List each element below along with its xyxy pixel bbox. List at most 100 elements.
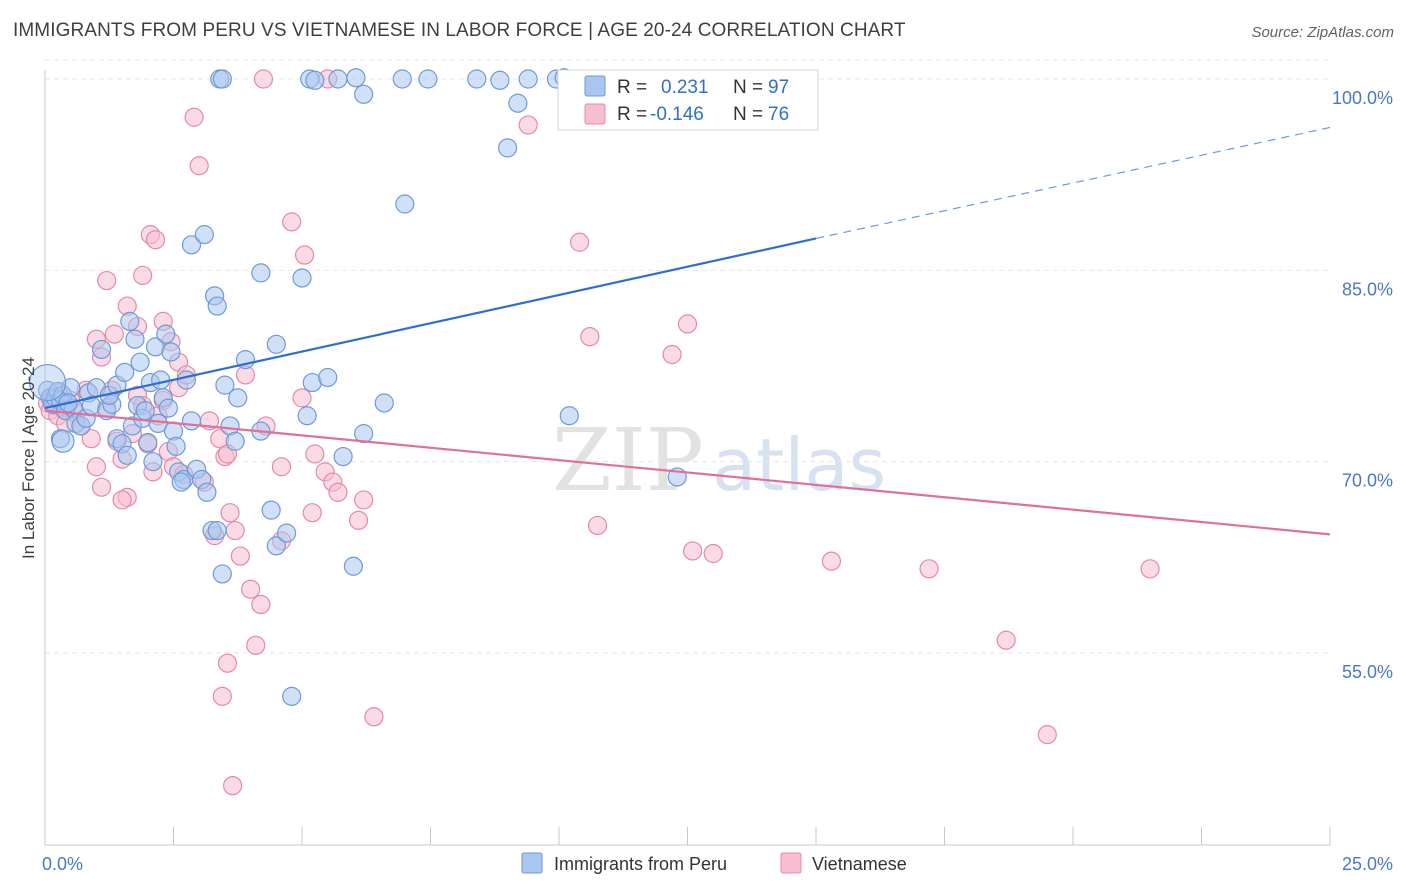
y-tick-label: 70.0% (1342, 471, 1393, 491)
peru-point (508, 93, 528, 113)
vietnamese-point (569, 232, 590, 252)
peru-point (161, 342, 181, 362)
vietnamese-point (184, 107, 204, 127)
series-legend: Immigrants from Peru Vietnamese (521, 852, 907, 874)
peru-point (117, 445, 137, 465)
vietnamese-point (328, 482, 348, 502)
peru-point (91, 339, 112, 360)
peru-point (374, 393, 394, 413)
peru-point (197, 482, 217, 502)
peru-point (228, 388, 248, 408)
peru-point (346, 68, 366, 88)
vietnamese-point (294, 245, 315, 265)
vietnamese-point (348, 510, 369, 530)
peru-point (225, 431, 245, 451)
vietnamese-point (1037, 725, 1057, 745)
trendlines (44, 126, 1331, 536)
peru-point (490, 70, 510, 90)
vietnamese-point (271, 457, 292, 477)
vietnamese-point (223, 776, 243, 796)
peru-point (498, 138, 518, 158)
vietnamese-point (292, 388, 312, 408)
peru-point (251, 263, 271, 283)
vietnamese-point (919, 559, 939, 579)
peru-point (392, 69, 412, 89)
peru-point (266, 536, 286, 556)
legend-n-value-vietnamese: 76 (768, 104, 789, 125)
legend-swatch-vietnamese (584, 103, 606, 125)
vietnamese-point (86, 457, 107, 477)
legend-swatch-peru (584, 75, 606, 97)
bottom-legend-swatch-peru (521, 852, 543, 874)
vietnamese-point (364, 707, 384, 727)
vietnamese-point (662, 344, 682, 365)
peru-point (328, 69, 348, 89)
peru-point (212, 69, 232, 89)
vietnamese-point (241, 579, 261, 599)
vietnamese-point (580, 327, 600, 347)
peru-point (395, 194, 415, 214)
legend-r-label-vietnamese: R = (617, 104, 647, 125)
peru-point (518, 69, 538, 89)
vietnamese-point (189, 156, 209, 176)
peru-point (282, 686, 302, 706)
x-tick-label: 25.0% (1342, 854, 1393, 874)
peru-point (354, 424, 374, 444)
vietnamese-point (133, 265, 153, 286)
legend-n-label-vietnamese: N = (733, 104, 763, 125)
vietnamese-point (683, 541, 703, 561)
y-tick-label: 100.0% (1332, 88, 1393, 108)
peru-point (261, 500, 281, 520)
peru-point (143, 452, 163, 472)
vietnamese-point (91, 477, 112, 497)
peru-point (158, 398, 178, 418)
legend-n-value-peru: 97 (768, 77, 789, 98)
peru-trendline (44, 237, 817, 410)
vietnamese-point (305, 444, 325, 464)
x-tick-label: 0.0% (42, 854, 83, 874)
bottom-legend-label-vietnamese: Vietnamese (812, 854, 907, 874)
vietnamese-point (821, 551, 842, 571)
y-tick-label: 55.0% (1342, 662, 1393, 682)
watermark: ZIP atlas (552, 411, 886, 511)
peru-point (138, 432, 158, 453)
peru-point (343, 556, 363, 576)
peru-point (176, 370, 196, 390)
peru-point (333, 446, 353, 467)
legend-r-value-vietnamese: -0.146 (650, 104, 704, 125)
vietnamese-point (212, 686, 232, 706)
peru-point (266, 334, 286, 354)
legend-r-value-peru: 0.231 (661, 77, 709, 98)
peru-point (151, 370, 171, 390)
vietnamese-trendline (44, 409, 1331, 536)
peru-point (354, 84, 374, 104)
vietnamese-point (518, 115, 538, 135)
peru-point (135, 401, 155, 421)
peru-point (171, 472, 191, 492)
peru-point (125, 329, 145, 349)
watermark-atlas: atlas (712, 423, 886, 507)
peru-point (181, 411, 202, 431)
vietnamese-point (251, 594, 271, 615)
vietnamese-point (81, 429, 101, 449)
vietnamese-point (677, 314, 698, 334)
peru-point (130, 352, 150, 372)
vietnamese-point (703, 543, 723, 564)
peru-point-cluster (51, 429, 75, 453)
peru-point (276, 523, 297, 543)
peru-point (181, 235, 202, 255)
y-tick-labels: 100.0% 85.0% 70.0% 55.0% (1332, 88, 1393, 682)
peru-point (292, 268, 312, 288)
vietnamese-point (354, 490, 374, 510)
legend-r-label-peru: R = (617, 77, 647, 98)
vietnamese-point (587, 515, 608, 536)
peru-point (559, 406, 579, 426)
bottom-legend-label-peru: Immigrants from Peru (554, 854, 727, 874)
vietnamese-point (1140, 559, 1160, 579)
peru-point (194, 225, 214, 245)
vietnamese-point (246, 635, 266, 655)
chart-title: IMMIGRANTS FROM PERU VS VIETNAMESE IN LA… (13, 20, 906, 41)
peru-point (156, 324, 176, 344)
vietnamese-point (97, 270, 117, 291)
